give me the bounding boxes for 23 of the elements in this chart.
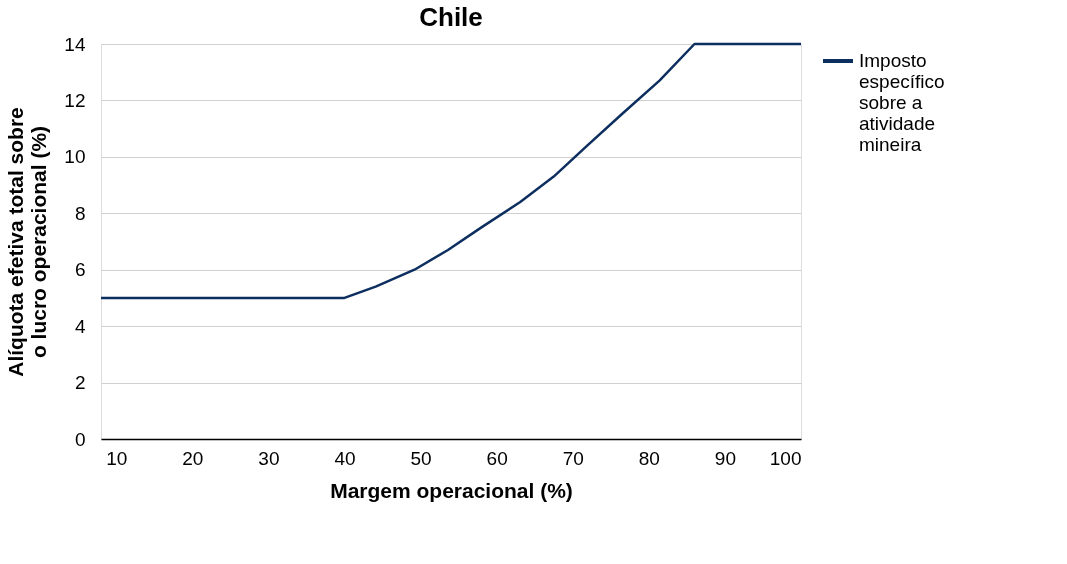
y-tick-label: 12 [64, 89, 86, 111]
y-tick-label: 0 [74, 428, 86, 450]
y-axis-title: Alíquota efetiva total sobre o lucro operacional (%) [4, 107, 51, 377]
x-tick-label: 80 [638, 447, 660, 469]
x-tick-label: 20 [182, 447, 204, 469]
x-tick-label: 40 [334, 447, 356, 469]
y-tick-label: 2 [74, 372, 86, 394]
y-tick-label: 8 [74, 202, 86, 224]
x-axis-title: Margem operacional (%) [330, 478, 573, 502]
x-tick-label: 10 [106, 447, 128, 469]
y-tick-label: 10 [64, 146, 86, 168]
legend-label: Imposto específico sobre a atividade mineira [859, 50, 945, 155]
chart-title: Chile [419, 2, 483, 32]
y-tick-label: 4 [74, 315, 86, 337]
y-tick-label: 6 [74, 259, 86, 281]
x-tick-label: 70 [562, 447, 584, 469]
x-tick-label: 30 [258, 447, 280, 469]
y-tick-label: 14 [64, 33, 86, 55]
x-tick-label: 100 [769, 447, 802, 469]
x-tick-label: 60 [486, 447, 508, 469]
x-tick-label: 50 [410, 447, 432, 469]
line-series [99, 42, 803, 300]
x-tick-label: 90 [714, 447, 736, 469]
